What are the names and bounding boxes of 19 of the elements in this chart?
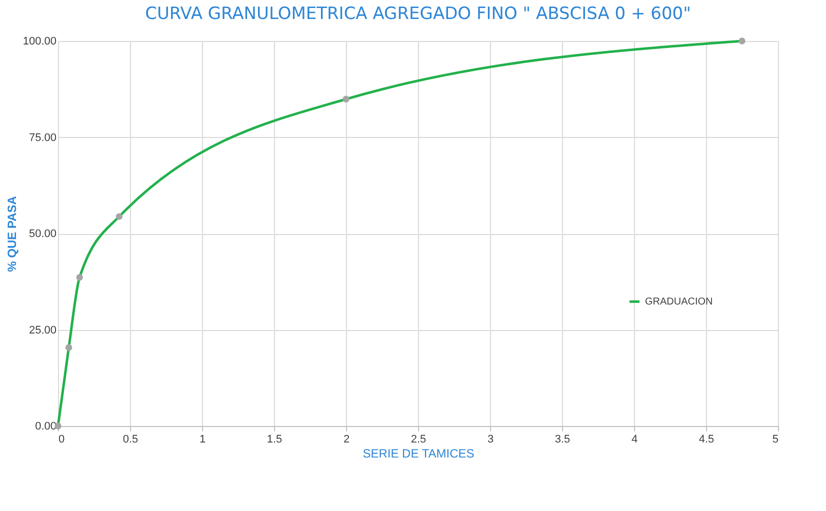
legend-label: GRADUACION xyxy=(645,296,713,308)
y-tick-label: 25.00 xyxy=(28,324,56,336)
y-tick-label: 75.00 xyxy=(28,132,56,144)
x-tick-label: 0 xyxy=(58,434,65,446)
x-tick-label: 5 xyxy=(772,434,778,446)
y-tick-label: 100.00 xyxy=(22,36,56,48)
x-tick-label: 1.5 xyxy=(266,434,282,446)
x-tick-label: 1 xyxy=(199,434,206,446)
y-tick-label: 50.00 xyxy=(28,228,56,240)
x-tick-label: 4.5 xyxy=(698,434,714,446)
x-tick-label: 0.5 xyxy=(122,434,138,446)
x-tick-label: 3.5 xyxy=(554,434,570,446)
x-tick-label: 2.5 xyxy=(410,434,426,446)
x-tick-label: 3 xyxy=(487,434,494,446)
chart-title: CURVA GRANULOMETRICA AGREGADO FINO " ABSCISA 0 + 600" xyxy=(145,4,691,24)
x-axis-title: SERIE DE TAMICES xyxy=(362,446,474,460)
x-tick-label: 4 xyxy=(631,434,638,446)
x-tick-label: 2 xyxy=(343,434,350,446)
y-axis-title: % QUE PASA xyxy=(4,196,19,272)
